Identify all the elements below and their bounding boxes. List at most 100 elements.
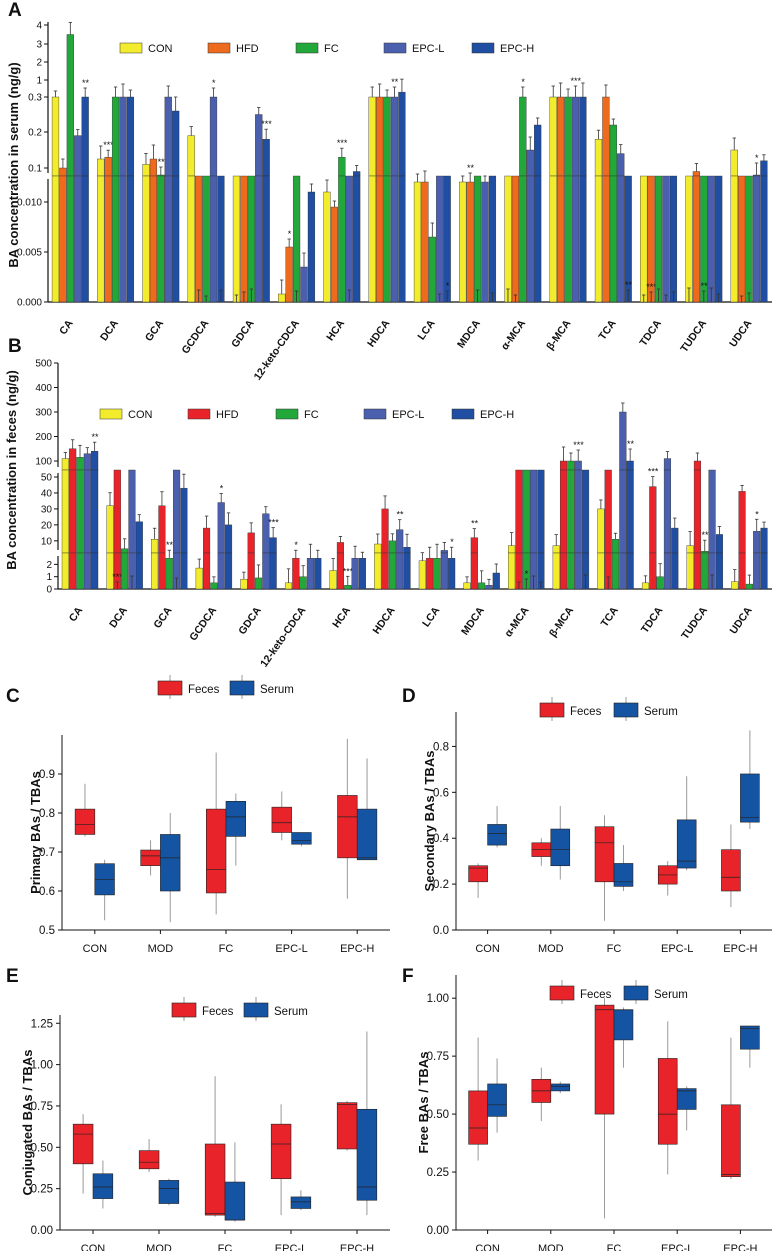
y-axis-label: Free BAs / TBAs	[416, 1052, 431, 1154]
bar-FC-α-MCA	[519, 175, 527, 303]
significance-star: **	[82, 78, 90, 88]
legend-label-EPC-H: EPC-H	[480, 409, 514, 421]
panel-B: 5004003002001005040302010210************…	[4, 359, 774, 669]
bar-EPC-H-GDCA	[269, 552, 277, 590]
bar-CON-GCDCA	[195, 567, 203, 590]
box-feces-FC	[204, 1143, 226, 1216]
box-feces-EPC-H	[721, 849, 741, 892]
significance-star: *	[446, 281, 450, 291]
bar-FC-TCA	[611, 539, 620, 554]
bar-EPC-H-GCA	[172, 175, 180, 303]
bar-EPC-H-DCA	[135, 552, 143, 590]
bar-EPC-L-HCA	[351, 558, 359, 590]
panel-D: 0.0 0.2 0.4 0.6 0.8 CON MOD FC EPC-L EPC-H Seconda…	[422, 697, 772, 955]
significance-star: **	[702, 530, 710, 540]
bar-FC-MDCA	[473, 175, 482, 303]
significance-star: ***	[268, 518, 279, 528]
y-tick-label: 1	[36, 76, 42, 87]
bar-EPC-H-α-MCA	[534, 124, 542, 177]
bar-CON-DCA	[106, 505, 114, 554]
y-tick-label: 2	[36, 58, 42, 69]
box-feces-EPC-H	[336, 1102, 358, 1150]
bar-EPC-H-CA	[91, 451, 99, 471]
bar-EPC-H-GCDCA	[224, 524, 233, 554]
y-tick-label: 0.50	[427, 1109, 449, 1121]
y-axis-label: BA concentration in serum (ng/g)	[6, 62, 21, 267]
significance-star: **	[467, 163, 475, 173]
bar-FC-β-MCA	[564, 175, 572, 303]
bar-HFD-LCA	[421, 181, 429, 303]
category-label: EPC-L	[275, 1243, 307, 1251]
bar-HFD-TDCA	[649, 486, 657, 554]
bar-CON-α-MCA	[508, 545, 516, 554]
category-label: HDCA	[370, 604, 397, 636]
y-tick-label: 1.00	[31, 1060, 53, 1072]
bar-EPC-L-TDCA	[663, 469, 672, 554]
box-serum-EPC-H	[356, 1108, 378, 1201]
box-feces-EPC-L	[270, 1123, 292, 1180]
box-feces-EPC-H	[337, 795, 358, 859]
bar-HFD-CA	[69, 448, 77, 471]
bar-CON-CA	[51, 175, 60, 303]
bar-EPC-L-HDCA	[390, 175, 399, 303]
panel-letter-D: D	[402, 686, 416, 707]
bar-CON-TCA	[594, 175, 603, 303]
significance-star: *	[212, 78, 216, 88]
category-label: GCDCA	[179, 317, 211, 356]
category-label: α-MCA	[502, 604, 531, 639]
bar-EPC-L-HDCA	[396, 529, 404, 554]
bar-HFD-UDCA	[738, 552, 746, 590]
bar-EPC-H-CA	[91, 552, 99, 590]
y-tick-label: 50	[41, 473, 53, 484]
bar-EPC-H-CA	[81, 96, 89, 177]
bar-FC-HDCA	[388, 552, 396, 590]
y-tick-label: 0.6	[433, 787, 449, 799]
category-label: UDCA	[727, 604, 754, 636]
bar-FC-DCA	[121, 548, 129, 554]
bar-EPC-L-GCA	[164, 96, 172, 177]
category-label: EPC-H	[723, 1243, 757, 1251]
bar-HFD-GCA	[158, 505, 166, 554]
y-tick-label: 0.25	[427, 1167, 449, 1179]
y-tick-label: 0.8	[39, 808, 55, 820]
bar-CON-TUDCA	[686, 545, 694, 554]
bar-EPC-L-β-MCA	[571, 96, 580, 177]
significance-star: **	[627, 439, 635, 449]
bar-EPC-H-β-MCA	[581, 469, 590, 554]
significance-star: *	[755, 509, 759, 519]
bar-FC-TCA	[609, 124, 617, 177]
bar-FC-GCA	[157, 175, 165, 303]
bar-HFD-TCA	[602, 175, 610, 303]
bar-FC-β-MCA	[567, 552, 575, 590]
bar-EPC-L-GCDCA	[217, 502, 225, 554]
category-label: MOD	[538, 943, 564, 955]
y-tick-label: 40	[41, 488, 53, 499]
bar-EPC-L-HDCA	[396, 552, 404, 590]
box-feces-EPC-H	[721, 1104, 741, 1177]
bar-EPC-H-TCA	[626, 552, 634, 590]
y-tick-label: 0	[46, 585, 52, 596]
bar-EPC-L-TCA	[617, 175, 625, 303]
y-tick-label: 200	[35, 432, 52, 443]
y-tick-label: 0.25	[31, 1184, 53, 1196]
bar-EPC-L-UDCA	[752, 175, 761, 303]
panel-F: 0.00 0.25 0.50 0.75 1.00 CON MOD FC EPC-L EPC-H Fr…	[416, 975, 772, 1251]
bar-EPC-H-TCA	[626, 469, 634, 554]
category-label: MDCA	[455, 317, 483, 350]
bar-FC-β-MCA	[564, 96, 572, 177]
bar-HFD-HDCA	[381, 552, 389, 590]
category-label: EPC-H	[340, 943, 374, 955]
bar-HFD-MDCA	[470, 537, 478, 554]
bar-CON-HDCA	[368, 175, 376, 303]
significance-star: ***	[112, 572, 123, 582]
bar-FC-TCA	[609, 175, 617, 303]
bar-HFD-HCA	[336, 542, 345, 554]
bar-EPC-H-HDCA	[403, 547, 411, 554]
bar-CON-CA	[61, 458, 69, 471]
category-label: MDCA	[459, 604, 487, 637]
category-label: DCA	[107, 604, 130, 630]
bar-CON-TCA	[594, 138, 603, 177]
bar-EPC-L-CA	[83, 453, 91, 471]
bar-EPC-H-GCDCA	[224, 552, 233, 590]
bar-CON-HDCA	[374, 543, 382, 554]
